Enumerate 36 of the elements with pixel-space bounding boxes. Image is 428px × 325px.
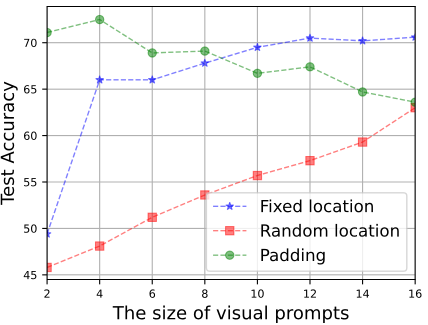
legend-label: Padding <box>261 248 325 264</box>
point <box>200 58 210 68</box>
point <box>148 75 157 84</box>
point <box>94 241 104 251</box>
point <box>95 75 104 84</box>
point <box>94 14 104 24</box>
x-tick-label: 16 <box>409 289 422 298</box>
y-tick-label: 60 <box>24 132 37 140</box>
point <box>306 33 314 42</box>
point <box>252 170 262 180</box>
y-tick-label: 70 <box>24 38 37 48</box>
point <box>358 36 368 45</box>
legend-label: Fixed location <box>261 199 373 212</box>
x-tick-label: 4 <box>96 290 103 298</box>
x-tick-label: 2 <box>44 289 50 298</box>
x-tick-label: 8 <box>202 289 208 298</box>
x-axis-title: The size of visual prompts <box>112 306 349 324</box>
point <box>305 62 315 72</box>
point <box>252 42 262 52</box>
legend-label: Random location <box>261 224 399 237</box>
point <box>252 68 262 78</box>
y-tick-label: 55 <box>24 178 36 186</box>
y-tick-label: 50 <box>24 224 37 233</box>
x-tick-label: 6 <box>149 289 156 298</box>
y-axis-title: Test Accuracy <box>0 82 18 205</box>
point <box>148 48 157 58</box>
x-tick-label: 14 <box>356 290 370 298</box>
point <box>305 156 315 166</box>
point <box>148 212 157 222</box>
x-tick-label: 10 <box>252 289 264 298</box>
x-tick-label: 12 <box>304 289 316 298</box>
point <box>358 87 368 97</box>
point <box>358 137 368 147</box>
y-tick-label: 65 <box>24 85 36 94</box>
point <box>200 46 210 56</box>
y-tick-label: 45 <box>24 270 36 280</box>
